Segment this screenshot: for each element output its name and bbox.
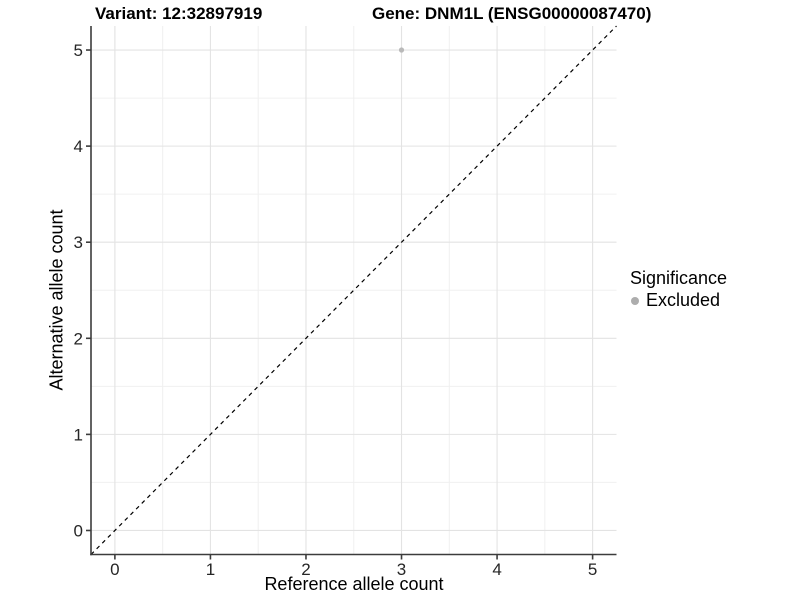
x-tick-label: 0 [110, 560, 119, 579]
y-tick-label: 3 [74, 233, 83, 252]
legend: Significance Excluded [630, 268, 727, 311]
x-tick-label: 1 [206, 560, 215, 579]
y-tick-label: 2 [74, 329, 83, 348]
legend-item: Excluded [630, 290, 727, 311]
y-tick-label: 1 [74, 425, 83, 444]
x-tick-label: 4 [492, 560, 501, 579]
plot-title-gene: Gene: DNM1L (ENSG00000087470) [372, 4, 652, 23]
y-tick-label: 5 [74, 41, 83, 60]
legend-title: Significance [630, 268, 728, 288]
x-tick-label: 3 [397, 560, 406, 579]
y-axis-title: Alternative allele count [46, 209, 67, 391]
y-tick-label: 4 [74, 137, 83, 156]
plot-title-variant: Variant: 12:32897919 [95, 4, 263, 23]
x-tick-label: 2 [301, 560, 310, 579]
x-tick-label: 5 [588, 560, 597, 579]
y-tick-label: 0 [74, 521, 83, 540]
data-point-excluded [398, 47, 405, 53]
legend-key-dot [631, 296, 639, 305]
legend-item-label: Excluded [646, 290, 721, 310]
legend-items: Excluded [630, 290, 727, 311]
x-axis-title: Reference allele count [264, 574, 444, 594]
